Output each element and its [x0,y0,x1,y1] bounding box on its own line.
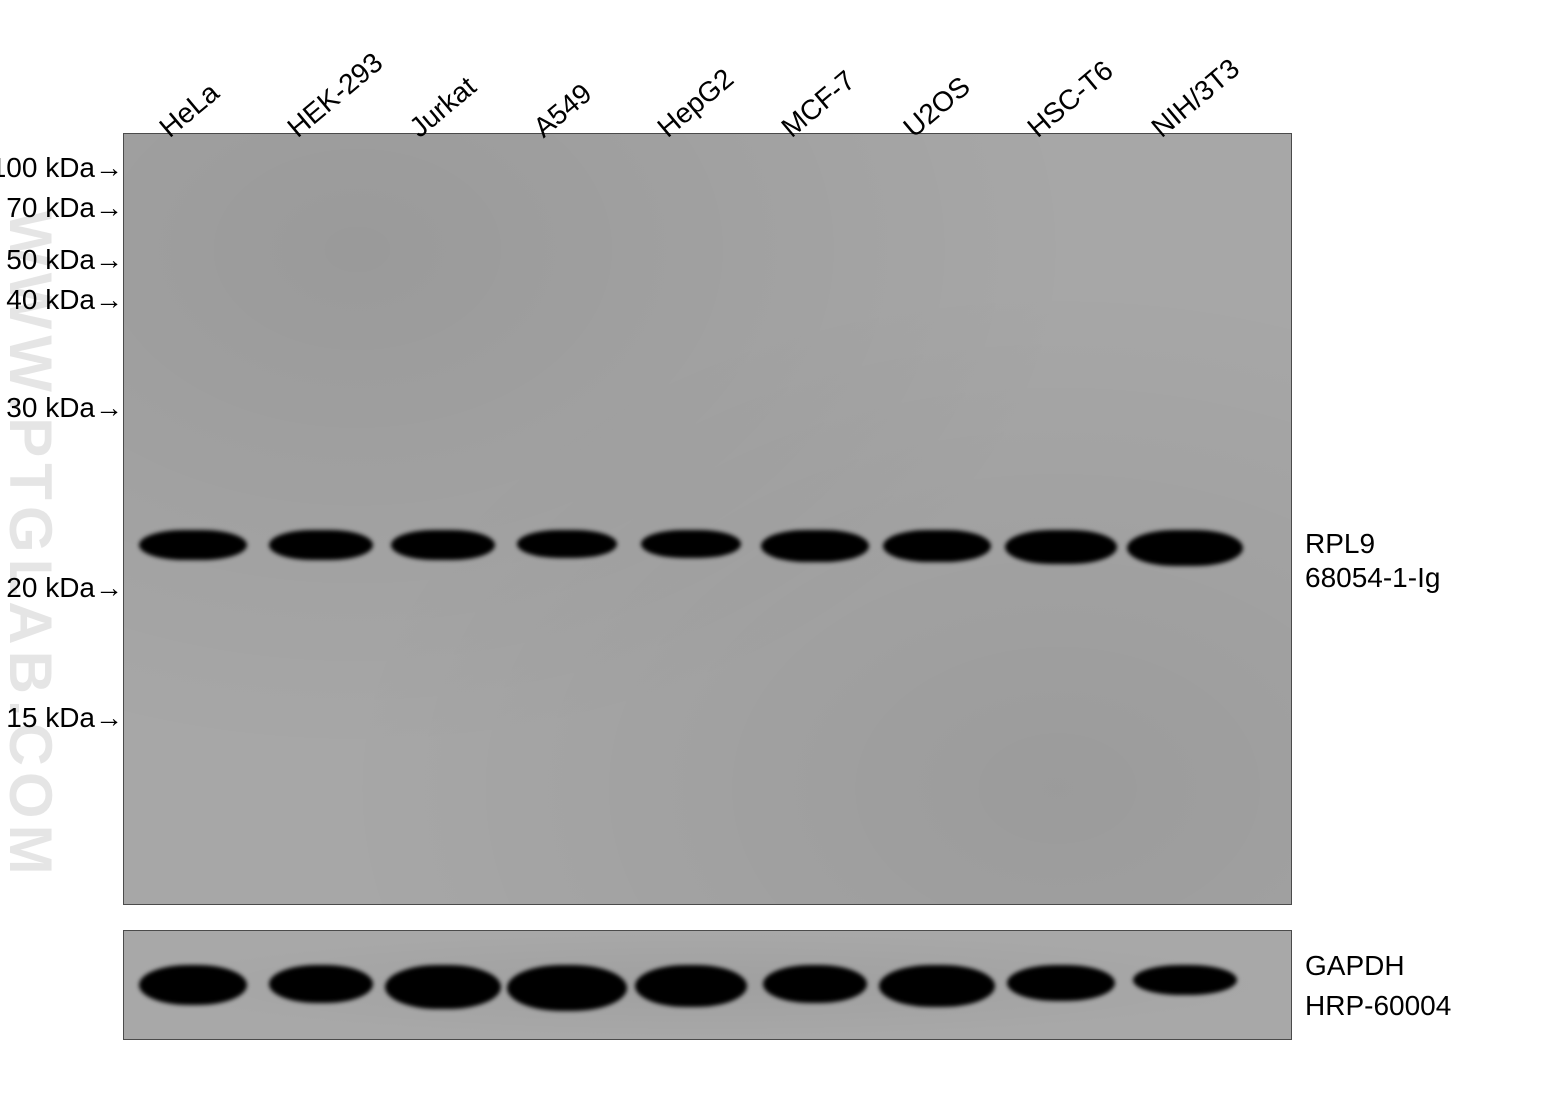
label-rpl9: RPL9 [1305,528,1375,560]
band-gapdh [879,965,995,1007]
band-rpl9 [761,530,869,562]
band-rpl9 [517,530,617,558]
label-gapdh-catno: HRP-60004 [1305,990,1451,1022]
band-gapdh [507,965,627,1011]
band-gapdh [1007,965,1115,1001]
mw-marker: 50 kDa→ [0,244,123,276]
gel-gapdh-panel [123,930,1292,1040]
band-rpl9 [139,530,247,560]
band-rpl9 [1127,530,1243,566]
mw-marker: 15 kDa→ [0,702,123,734]
band-rpl9 [1005,530,1117,564]
band-rpl9 [883,530,991,562]
band-gapdh [763,965,867,1003]
mw-marker: 40 kDa→ [0,284,123,316]
gel-main-panel [123,133,1292,905]
label-rpl9-catno: 68054-1-Ig [1305,562,1440,594]
band-gapdh [1133,965,1237,995]
band-gapdh [269,965,373,1003]
band-rpl9 [641,530,741,558]
band-gapdh [635,965,747,1007]
band-gapdh [139,965,247,1005]
mw-marker: 70 kDa→ [0,192,123,224]
lane-label: HepG2 [651,62,740,144]
band-rpl9 [391,530,495,560]
mw-marker: 20 kDa→ [0,572,123,604]
band-gapdh [385,965,501,1009]
lane-label: HEK-293 [281,46,389,144]
figure-canvas: WWW.PTGLAB.COM RPL9 68054-1-Ig GAPDH HRP… [0,0,1541,1113]
band-rpl9 [269,530,373,560]
mw-marker: 30 kDa→ [0,392,123,424]
mw-marker: 100 kDa→ [0,152,123,184]
label-gapdh: GAPDH [1305,950,1405,982]
lane-label: NIH/3T3 [1145,52,1245,144]
lane-label: HSC-T6 [1021,54,1119,144]
